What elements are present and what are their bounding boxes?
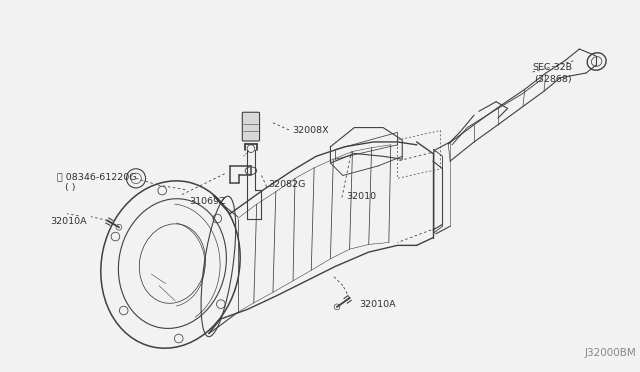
Text: 32010A: 32010A xyxy=(50,217,86,226)
Text: Ⓑ 08346-61220G: Ⓑ 08346-61220G xyxy=(58,173,137,182)
Text: J32000BM: J32000BM xyxy=(584,348,636,358)
Text: (32868): (32868) xyxy=(534,75,572,84)
Text: SEC.32B: SEC.32B xyxy=(532,63,573,73)
Text: 32008X: 32008X xyxy=(292,126,329,135)
Text: 32010: 32010 xyxy=(347,192,377,201)
Text: ( ): ( ) xyxy=(65,183,76,192)
FancyBboxPatch shape xyxy=(243,112,260,141)
Text: 32010A: 32010A xyxy=(359,300,396,309)
Text: 31069Z: 31069Z xyxy=(189,196,227,206)
Text: 32082G: 32082G xyxy=(268,180,305,189)
